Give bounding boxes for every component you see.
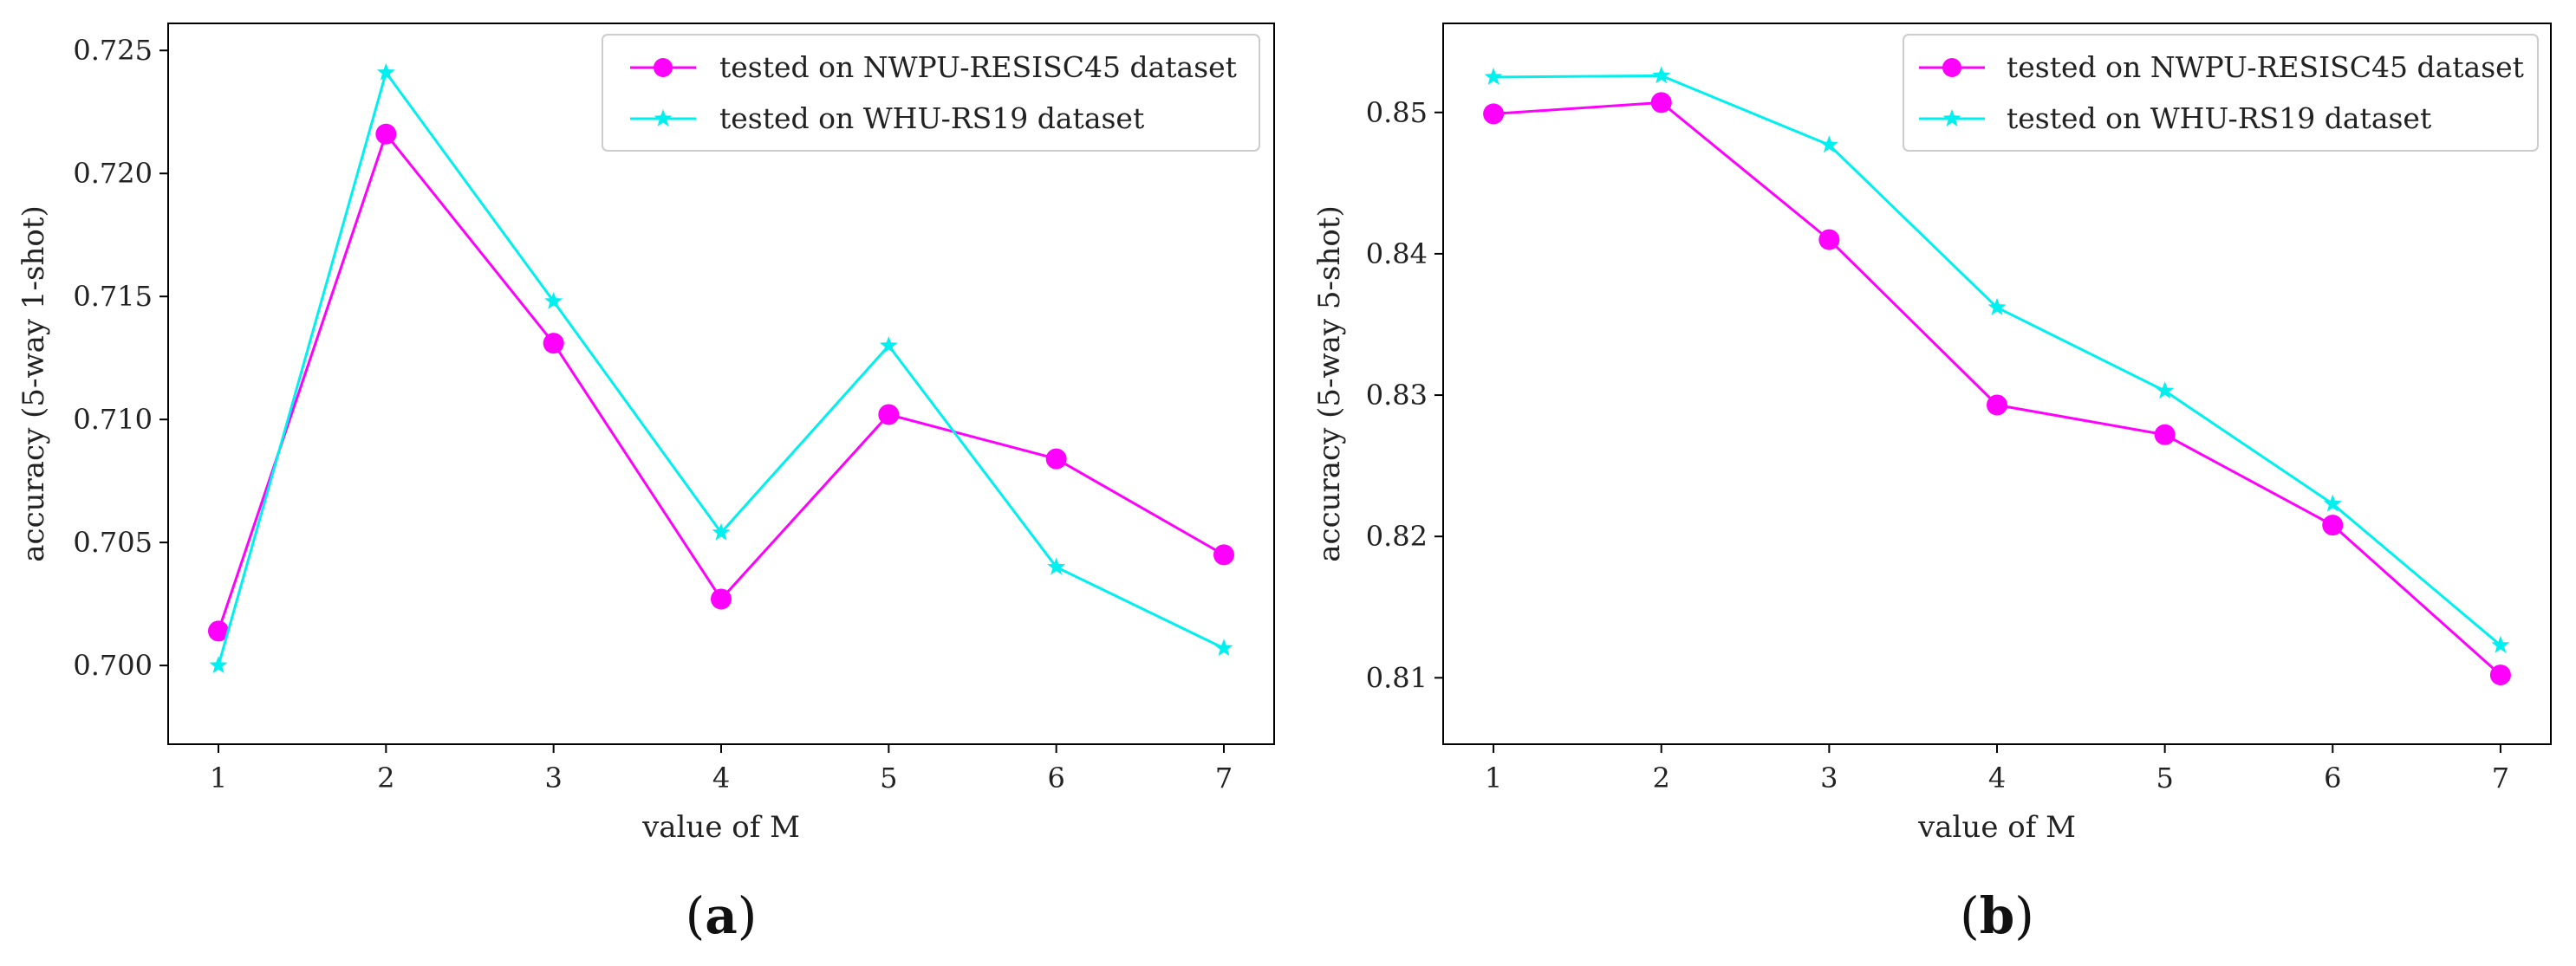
x-tick-label-b-1: 1 — [1485, 762, 1502, 794]
series-line-nwpu-b — [1493, 100, 2501, 677]
legend-marker-nwpu-b — [1942, 58, 1961, 77]
x-tick-label-b-4: 4 — [1988, 762, 2006, 794]
point-whu-b-m4 — [1987, 297, 2007, 315]
y-tick-label-b-3: 0.83 — [1366, 379, 1428, 412]
series-line-nwpu-a — [217, 133, 1225, 632]
legend-entry-whu-a: tested on WHU-RS19 dataset — [719, 101, 1144, 135]
plot-layer-a: 1 2 3 4 5 6 7 0.700 0.705 0.710 0.715 0.720 0.725 — [73, 34, 1234, 794]
x-tick-label-a-5: 5 — [880, 762, 897, 794]
point-whu-b-m5 — [2156, 381, 2175, 399]
x-tick-label-b-6: 6 — [2324, 762, 2341, 794]
point-whu-b-m6 — [2323, 494, 2342, 512]
point-nwpu-b-m4 — [1987, 394, 2007, 416]
point-nwpu-b-m6 — [2322, 515, 2344, 536]
point-nwpu-b-m2 — [1650, 92, 1672, 113]
x-tick-label-b-3: 3 — [1820, 762, 1838, 794]
point-nwpu-a-m3 — [543, 333, 564, 354]
y-tick-label-b-4: 0.84 — [1366, 237, 1428, 270]
panel-label-a-open: ( — [686, 886, 706, 945]
point-nwpu-b-m3 — [1818, 229, 1840, 250]
panel-label-b: (b) — [1960, 886, 2034, 945]
series-line-whu-b — [1493, 74, 2501, 646]
point-whu-b-m3 — [1819, 135, 1838, 153]
legend-entry-nwpu-b: tested on NWPU-RESISC45 dataset — [2007, 50, 2524, 84]
plot-layer-b: 1 2 3 4 5 6 7 0.81 0.82 0.83 0.84 0.85 — [1366, 66, 2511, 794]
y-tick-label-a-5: 0.720 — [73, 157, 153, 190]
x-tick-label-b-5: 5 — [2156, 762, 2173, 794]
panel-label-b-close: ) — [2014, 886, 2034, 945]
point-whu-a-m2 — [376, 62, 395, 81]
legend-entry-nwpu-a: tested on NWPU-RESISC45 dataset — [719, 50, 1237, 84]
y-tick-label-a-6: 0.725 — [73, 34, 153, 67]
x-axis-label-a: value of M — [641, 810, 800, 845]
point-whu-b-m7 — [2491, 635, 2510, 653]
legend-box-b — [1903, 34, 2539, 152]
x-tick-label-b-2: 2 — [1653, 762, 1670, 794]
point-whu-a-m3 — [544, 291, 563, 309]
point-nwpu-a-m4 — [711, 588, 732, 610]
point-whu-a-m5 — [879, 335, 898, 353]
legend-b: tested on NWPU-RESISC45 dataset tested o… — [1903, 34, 2539, 152]
x-tick-label-a-2: 2 — [377, 762, 394, 794]
y-axis-label-a: accuracy (5-way 1-shot) — [16, 205, 51, 561]
point-nwpu-a-m1 — [208, 620, 229, 642]
y-tick-label-b-2: 0.82 — [1366, 520, 1428, 553]
x-tick-label-b-7: 7 — [2492, 762, 2509, 794]
series-line-whu-a — [217, 71, 1225, 666]
x-tick-label-a-4: 4 — [712, 762, 730, 794]
panel-label-a-close: ) — [738, 886, 758, 945]
x-tick-label-a-1: 1 — [210, 762, 227, 794]
plot-frame-a — [167, 23, 1275, 745]
panel-label-a-letter: a — [705, 886, 738, 945]
legend-a: tested on NWPU-RESISC45 dataset tested o… — [602, 34, 1260, 152]
y-tick-label-a-1: 0.700 — [73, 649, 153, 682]
point-whu-b-m1 — [1484, 67, 1503, 85]
legend-marker-nwpu-a — [654, 58, 673, 77]
legend-entry-whu-b: tested on WHU-RS19 dataset — [2007, 101, 2431, 135]
y-axis-label-b: accuracy (5-way 5-shot) — [1312, 205, 1347, 561]
chart-panel-b: 1 2 3 4 5 6 7 0.81 0.82 0.83 0.84 0.85 value of M a… — [1312, 23, 2552, 945]
chart-panel-a: 1 2 3 4 5 6 7 0.700 0.705 0.710 0.715 0.720 0.725 va… — [16, 23, 1275, 945]
panel-label-a: (a) — [686, 886, 758, 945]
point-whu-a-m6 — [1047, 557, 1066, 575]
point-whu-a-m7 — [1214, 639, 1233, 657]
point-nwpu-a-m7 — [1213, 544, 1234, 566]
x-tick-label-a-3: 3 — [544, 762, 562, 794]
x-tick-label-a-6: 6 — [1047, 762, 1064, 794]
panel-label-b-letter: b — [1980, 886, 2015, 945]
y-tick-label-a-2: 0.705 — [73, 526, 153, 559]
point-nwpu-b-m1 — [1483, 103, 1505, 125]
point-whu-b-m2 — [1652, 66, 1671, 84]
y-tick-label-a-4: 0.715 — [73, 280, 153, 313]
legend-marker-whu-b — [1942, 109, 1961, 126]
y-tick-label-a-3: 0.710 — [73, 403, 153, 436]
plot-frame-b — [1442, 23, 2552, 745]
point-nwpu-b-m5 — [2154, 424, 2176, 445]
y-tick-label-b-1: 0.81 — [1366, 661, 1428, 694]
point-nwpu-a-m6 — [1045, 448, 1067, 470]
point-nwpu-a-m5 — [878, 404, 900, 425]
panel-label-b-open: ( — [1960, 886, 1980, 945]
x-axis-label-b: value of M — [1917, 810, 2076, 845]
point-whu-a-m1 — [209, 656, 228, 674]
legend-box-a — [602, 34, 1260, 152]
y-tick-label-b-5: 0.85 — [1366, 96, 1428, 129]
point-whu-a-m4 — [712, 522, 731, 541]
x-tick-label-a-7: 7 — [1215, 762, 1233, 794]
legend-marker-whu-a — [654, 109, 673, 126]
point-nwpu-b-m7 — [2489, 665, 2511, 686]
point-nwpu-a-m2 — [375, 123, 397, 145]
